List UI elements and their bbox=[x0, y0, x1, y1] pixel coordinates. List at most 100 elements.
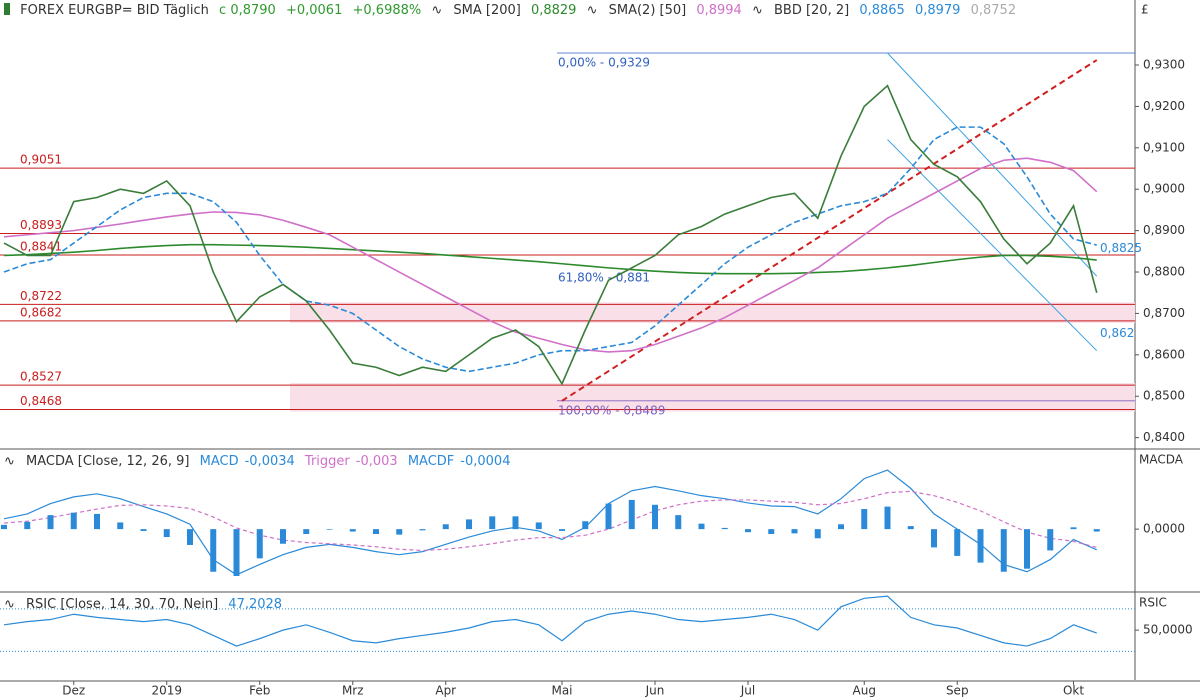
legend-value: 0,8979 bbox=[914, 3, 961, 18]
icon: ∿ bbox=[586, 3, 598, 18]
y-tick-label: 0,0000 bbox=[1143, 522, 1185, 536]
histogram-bar bbox=[861, 509, 868, 530]
channel-line bbox=[887, 139, 1098, 352]
y-tick-label: 0,8500 bbox=[1143, 389, 1185, 403]
histogram-bar bbox=[1, 524, 7, 530]
y-tick-label: 0,9100 bbox=[1143, 140, 1185, 154]
histogram-bar bbox=[94, 513, 100, 530]
x-tick-label: Jun bbox=[645, 684, 665, 698]
fib-label: 0,00% - 0,9329 bbox=[558, 55, 650, 69]
histogram-bar bbox=[977, 529, 984, 563]
y-tick-label: 0,8700 bbox=[1143, 306, 1185, 320]
legend-name: MACDF bbox=[407, 454, 455, 469]
fib-label: 61,80% - 0,881 bbox=[558, 270, 650, 284]
histogram-bar bbox=[605, 503, 612, 530]
histogram-bar bbox=[233, 529, 240, 576]
histogram-bar bbox=[396, 529, 403, 535]
icon: ∿ bbox=[4, 597, 15, 612]
y-tick-label: 0,9200 bbox=[1143, 99, 1185, 113]
title: RSIC [Close, 14, 30, 70, Nein] bbox=[26, 597, 219, 612]
histogram-bar bbox=[1093, 529, 1100, 532]
legend-name: SMA [200] bbox=[453, 3, 521, 18]
histogram-bar bbox=[838, 524, 844, 530]
indicator-line bbox=[3, 490, 1097, 552]
histogram-bar bbox=[140, 529, 147, 531]
trend-line bbox=[561, 59, 1098, 402]
x-tick-label: Mrz bbox=[342, 684, 364, 698]
y-tick-label: 0,8400 bbox=[1143, 430, 1185, 444]
level-label: 0,8527 bbox=[20, 370, 62, 384]
x-tick-label: Aug bbox=[853, 684, 876, 698]
histogram-bar bbox=[768, 529, 775, 534]
histogram-bar bbox=[954, 529, 961, 556]
x-tick-label: Apr bbox=[435, 684, 456, 698]
histogram-bar bbox=[791, 529, 798, 534]
histogram-bar bbox=[559, 529, 565, 531]
level-label: 0,8468 bbox=[20, 394, 62, 408]
level-label: 0,9051 bbox=[20, 153, 62, 167]
histogram-bar bbox=[442, 524, 449, 530]
y-tick-label: 0,8800 bbox=[1143, 265, 1185, 279]
histogram-bar bbox=[466, 519, 472, 530]
histogram-bar bbox=[535, 522, 542, 530]
symbol-icon bbox=[4, 3, 10, 15]
currency: £ bbox=[1141, 3, 1149, 17]
histogram-bar bbox=[70, 512, 77, 530]
x-tick-label: Mai bbox=[551, 684, 572, 698]
level-label: 0,8682 bbox=[20, 305, 62, 319]
legend-value: 0,8865 bbox=[859, 3, 905, 18]
histogram-bar bbox=[187, 529, 193, 545]
x-tick-label: Dez bbox=[62, 684, 85, 698]
x-tick-label: Feb bbox=[249, 684, 270, 698]
legend-value: 47,2028 bbox=[228, 597, 283, 612]
histogram-bar bbox=[721, 527, 728, 530]
price-header: FOREX EURGBP= BID Täglich c 0,8790 +0,00… bbox=[4, 3, 1022, 18]
histogram-bar bbox=[326, 529, 333, 530]
rsi-header: ∿ RSIC [Close, 14, 30, 70, Nein] 47,2028 bbox=[4, 597, 288, 612]
histogram-bar bbox=[1047, 529, 1054, 551]
zone bbox=[290, 302, 1135, 323]
indicator-line bbox=[3, 595, 1097, 647]
histogram-bar bbox=[24, 521, 31, 530]
histogram-bar bbox=[349, 529, 356, 532]
histogram-bar bbox=[698, 523, 705, 530]
histogram-bar bbox=[373, 529, 379, 534]
legend-value: 0,8994 bbox=[696, 3, 742, 18]
histogram-bar bbox=[489, 516, 496, 530]
level-label: 0,8893 bbox=[20, 218, 62, 232]
legend-value: -0,003 bbox=[355, 454, 398, 469]
legend-name: MACD bbox=[199, 454, 239, 469]
y-tick-label: 0,8900 bbox=[1143, 223, 1185, 237]
histogram-bar bbox=[419, 529, 426, 531]
legend-value: 0,8752 bbox=[970, 3, 1017, 18]
histogram-bar bbox=[280, 529, 286, 544]
legend-value: 0,8829 bbox=[530, 3, 577, 18]
level-label: 0,8841 bbox=[20, 240, 62, 254]
legend-name: SMA(2) [50] bbox=[608, 3, 687, 18]
histogram-bar bbox=[907, 526, 914, 530]
y-tick-label: 0,9300 bbox=[1143, 58, 1185, 72]
histogram-bar bbox=[303, 529, 310, 534]
y-tick-label: 0,9000 bbox=[1143, 182, 1185, 196]
histogram-bar bbox=[1070, 527, 1077, 530]
histogram-bar bbox=[163, 529, 170, 538]
indicator-line bbox=[3, 126, 1097, 373]
histogram-bar bbox=[814, 529, 821, 539]
histogram-bar bbox=[675, 515, 682, 530]
title: MACDA [Close, 12, 26, 9] bbox=[26, 454, 190, 469]
macd-header: ∿ MACDA [Close, 12, 26, 9] MACD -0,0034 Tr… bbox=[4, 454, 516, 469]
y-tick-label: 50,0000 bbox=[1143, 623, 1193, 637]
histogram-bar bbox=[512, 516, 519, 530]
histogram-bar bbox=[256, 529, 263, 559]
histogram-bar bbox=[1024, 529, 1030, 569]
zone bbox=[290, 383, 1135, 412]
icon: ∿ bbox=[751, 3, 763, 18]
legend-name: BBD [20, 2] bbox=[773, 3, 850, 18]
histogram-bar bbox=[210, 529, 217, 572]
histogram-bar bbox=[117, 522, 124, 530]
annotation: 0,862 bbox=[1100, 326, 1134, 340]
annotation: 0,8825 bbox=[1100, 241, 1142, 255]
histogram-bar bbox=[47, 515, 54, 530]
